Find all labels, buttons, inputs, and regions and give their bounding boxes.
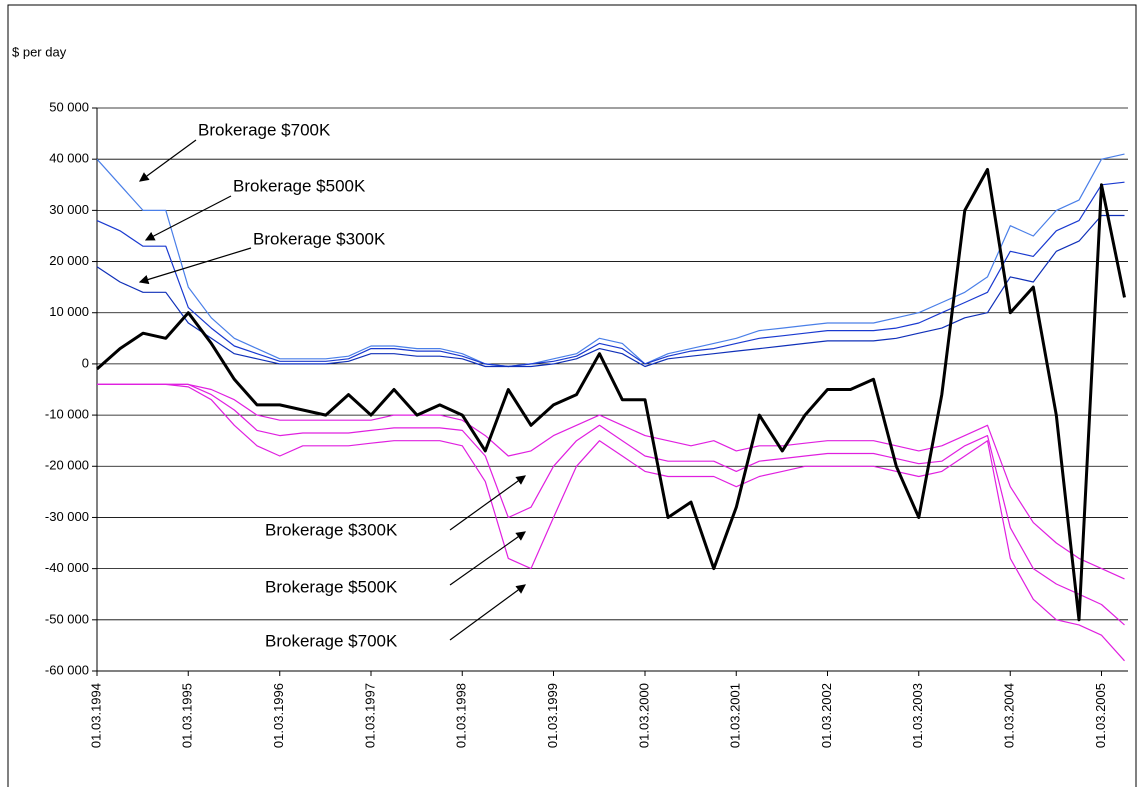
- series-line: [97, 383, 1125, 580]
- chart-frame: [7, 4, 1137, 787]
- series-line: [96, 167, 1126, 622]
- series-line: [97, 383, 1125, 662]
- y-tick-label: -50 000: [45, 611, 89, 626]
- x-tick-label: 01.03.2000: [636, 683, 651, 748]
- annotation-arrow: [138, 247, 252, 285]
- x-tick-label: 01.03.2003: [910, 683, 925, 748]
- x-tick-label: 01.03.2004: [1002, 683, 1017, 748]
- y-tick-label: 0: [82, 355, 89, 370]
- annotation-arrow: [139, 139, 197, 182]
- y-tick-label: 10 000: [49, 304, 89, 319]
- x-tick-label: 01.03.2005: [1093, 683, 1108, 748]
- y-tick-label: -30 000: [45, 509, 89, 524]
- annotation: Brokerage $700K: [198, 120, 331, 139]
- y-tick-label: 50 000: [49, 99, 89, 114]
- x-tick-label: 01.03.1995: [180, 683, 195, 748]
- annotation-arrow: [144, 195, 232, 241]
- annotation: Brokerage $500K: [233, 176, 366, 195]
- y-tick-label: -40 000: [45, 560, 89, 575]
- series-line: [96, 181, 1125, 368]
- x-tick-label: 01.03.1994: [88, 683, 103, 748]
- x-tick-label: 01.03.1998: [454, 683, 469, 748]
- x-tick-label: 01.03.1997: [362, 683, 377, 748]
- annotation-arrow: [449, 475, 526, 531]
- x-tick-label: 01.03.1996: [271, 683, 286, 748]
- x-tick-label: 01.03.2002: [819, 683, 834, 748]
- y-tick-label: 30 000: [49, 202, 89, 217]
- annotation: Brokerage $700K: [265, 631, 398, 650]
- y-axis-label: $ per day: [12, 44, 67, 59]
- x-tick-label: 01.03.2001: [728, 683, 743, 748]
- y-tick-label: -60 000: [45, 662, 89, 677]
- annotation-arrow: [449, 531, 526, 586]
- x-tick-label: 01.03.1999: [545, 683, 560, 748]
- y-tick-label: -10 000: [45, 407, 89, 422]
- annotation-arrow: [449, 584, 526, 641]
- annotation: Brokerage $300K: [253, 229, 386, 248]
- series-line: [96, 214, 1125, 368]
- y-tick-label: 20 000: [49, 253, 89, 268]
- annotation: Brokerage $500K: [265, 577, 398, 596]
- y-tick-label: 40 000: [49, 151, 89, 166]
- annotation: Brokerage $300K: [265, 520, 398, 539]
- y-tick-label: -20 000: [45, 458, 89, 473]
- series-line: [97, 383, 1125, 626]
